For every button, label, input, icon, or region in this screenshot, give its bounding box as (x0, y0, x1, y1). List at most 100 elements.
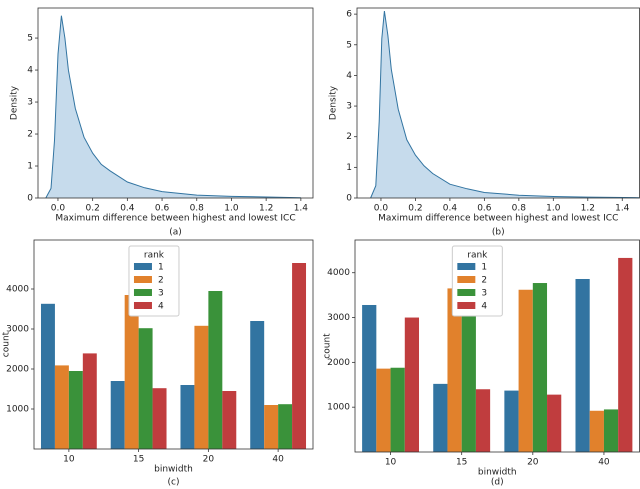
x-tick-label: 0.0 (374, 204, 389, 214)
x-tick-label: 0.2 (408, 204, 422, 214)
bar (461, 297, 476, 452)
legend-label: 1 (158, 263, 164, 273)
x-tick-label: 40 (272, 455, 284, 465)
legend: rank 1 2 3 4 (451, 245, 503, 317)
caption: (a) (169, 228, 182, 238)
bar (589, 410, 604, 452)
legend-label: 3 (158, 289, 164, 299)
y-tick-label: 3000 (327, 313, 350, 323)
x-tick-label: 15 (133, 455, 144, 465)
bar (447, 288, 462, 452)
y-tick-label: 4 (27, 66, 33, 76)
y-tick-label: 5 (346, 40, 352, 50)
x-tick-label: 40 (598, 458, 610, 468)
y-tick-label: 2 (27, 130, 33, 140)
x-axis-label: Maximum difference between highest and l… (55, 214, 295, 224)
bar (40, 303, 55, 449)
bar (124, 295, 139, 449)
y-tick-label: 1000 (6, 405, 29, 415)
bar (208, 291, 223, 449)
x-tick-label: 0.6 (477, 204, 492, 214)
legend-title: rank (144, 251, 165, 261)
bar (504, 390, 519, 452)
x-tick-label: 1.4 (615, 204, 630, 214)
bar (547, 394, 562, 452)
legend: rank 1 2 3 4 (128, 245, 180, 317)
x-tick-label: 0.4 (443, 204, 458, 214)
legend-label: 4 (158, 302, 164, 312)
legend-swatch (457, 276, 476, 283)
y-axis-label: count (2, 331, 12, 357)
legend-swatch (133, 276, 152, 283)
bar (222, 391, 237, 449)
bar (532, 283, 548, 452)
bar (264, 405, 279, 449)
caption: (d) (491, 478, 504, 488)
bar (194, 325, 209, 449)
x-tick-label: 0.8 (190, 204, 205, 214)
caption: (b) (492, 228, 505, 238)
y-tick-label: 4 (346, 71, 352, 81)
bar (618, 257, 633, 452)
bar (376, 368, 391, 452)
y-tick-label: 2 (346, 132, 352, 142)
caption: (c) (168, 478, 180, 488)
bar (278, 404, 293, 449)
x-tick-label: 15 (456, 458, 467, 468)
bar (390, 367, 405, 452)
x-axis-label: binwidth (478, 468, 517, 478)
bar (475, 389, 491, 452)
y-tick-label: 1 (27, 162, 33, 172)
bar (152, 388, 167, 449)
density-area (370, 11, 640, 198)
x-tick-label: 0.2 (85, 204, 99, 214)
x-tick-label: 0.4 (120, 204, 135, 214)
x-tick-label: 20 (203, 455, 215, 465)
bar (518, 289, 533, 452)
bar (250, 321, 265, 449)
legend-label: 4 (481, 302, 487, 312)
legend-title: rank (467, 251, 488, 261)
x-tick-label: 10 (385, 458, 397, 468)
x-tick-label: 1.2 (259, 204, 273, 214)
legend-swatch (133, 289, 152, 296)
x-tick-label: 1.4 (294, 204, 309, 214)
bar (68, 371, 83, 449)
legend-swatch (133, 263, 152, 270)
y-tick-label: 0 (346, 194, 352, 204)
legend-label: 1 (481, 263, 487, 273)
bar (82, 353, 97, 449)
bar (110, 381, 125, 449)
density-line (370, 11, 640, 199)
bar (292, 263, 307, 449)
y-tick-label: 1000 (327, 403, 350, 413)
legend-label: 2 (158, 276, 164, 286)
bar (575, 278, 590, 452)
x-tick-label: 0.0 (51, 204, 66, 214)
bar (404, 317, 420, 452)
y-axis-label: Density (329, 85, 339, 120)
legend-label: 2 (481, 276, 487, 286)
density-area (45, 15, 301, 199)
y-axis-label: count (323, 333, 333, 359)
bar (433, 383, 448, 452)
x-tick-label: 1.2 (581, 204, 595, 214)
x-tick-label: 1.0 (224, 204, 239, 214)
y-tick-label: 2000 (6, 365, 29, 375)
x-tick-label: 10 (63, 455, 75, 465)
y-tick-label: 1 (346, 163, 352, 173)
y-tick-label: 6 (346, 10, 352, 20)
density-line (45, 15, 301, 199)
y-tick-label: 4000 (6, 285, 29, 295)
y-axis-label: Density (10, 85, 20, 120)
bar (362, 304, 377, 452)
bar (54, 365, 69, 449)
x-tick-label: 1.0 (546, 204, 561, 214)
y-tick-label: 0 (27, 194, 33, 204)
y-tick-label: 3 (346, 102, 352, 112)
legend-swatch (457, 302, 476, 309)
legend-label: 3 (481, 289, 487, 299)
legend-swatch (133, 302, 152, 309)
x-tick-label: 0.6 (155, 204, 170, 214)
